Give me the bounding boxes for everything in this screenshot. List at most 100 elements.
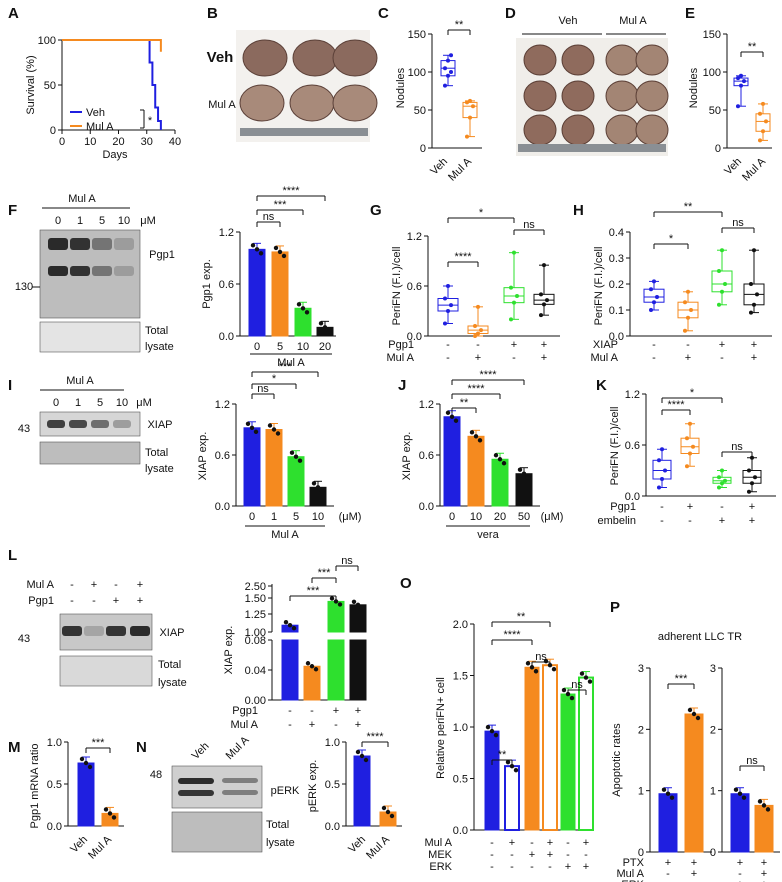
- panel-label-j: J: [398, 377, 406, 394]
- g-y-label: PeriFN (F.I.)/cell: [391, 247, 403, 326]
- o-y-tick-label: 1.5: [453, 671, 468, 683]
- g-point: [446, 309, 450, 313]
- g-point: [476, 331, 480, 336]
- n-col-label: Mul A: [224, 734, 252, 762]
- b-ruler: [240, 128, 368, 136]
- i-band: [47, 420, 65, 428]
- d-tumor-lung: [605, 80, 639, 112]
- g-row-label: Mul A: [386, 352, 414, 364]
- g-row-value: +: [511, 339, 517, 351]
- p-right-y-tick-label: 3: [710, 663, 716, 675]
- n-blot-perk: [171, 765, 263, 809]
- l-xrow-value: +: [355, 705, 361, 717]
- i-point: [245, 421, 251, 426]
- h-point: [655, 295, 659, 299]
- p-row-value: +: [761, 868, 767, 880]
- g-point: [473, 324, 477, 328]
- l-xrow-value: -: [334, 719, 338, 731]
- g-row-label: Pgp1: [388, 339, 414, 351]
- i-x-tick-label: 0: [249, 511, 255, 523]
- p-point: [733, 787, 739, 792]
- i-unit-label: μM: [136, 397, 152, 409]
- h-row-value: +: [685, 352, 691, 364]
- c-y-tick-label: 100: [408, 67, 426, 79]
- k-row-value: +: [719, 515, 725, 527]
- p-left-y-tick-label: 3: [638, 663, 644, 675]
- k-point: [660, 447, 664, 452]
- k-point: [691, 444, 695, 449]
- l-row-value: -: [92, 595, 96, 607]
- a-x-label: Days: [102, 149, 128, 161]
- k-point: [747, 468, 751, 473]
- d-col-label: Veh: [559, 15, 578, 27]
- g-point: [539, 313, 543, 318]
- n-loading-label: lysate: [266, 837, 295, 849]
- g-point: [476, 304, 480, 309]
- n-point: [381, 805, 387, 811]
- p-row-value: -: [692, 879, 696, 882]
- h-y-tick-label: 0.4: [609, 227, 624, 239]
- o-sig: ****: [503, 629, 521, 641]
- l-band: [84, 626, 104, 636]
- m-point: [103, 807, 109, 812]
- e-y-tick-label: 50: [709, 105, 721, 117]
- j-x-tick-label: 0: [449, 511, 455, 523]
- j-sig: ****: [467, 383, 485, 395]
- o-row-label: ERK: [429, 861, 452, 873]
- o-row-value: +: [565, 861, 571, 873]
- j-point: [469, 430, 475, 435]
- f-y-tick-label: 0.6: [219, 279, 234, 291]
- l-bar: [327, 600, 345, 633]
- l-blot-total-membrane: [59, 655, 153, 687]
- l-y-tick-label: 0.04: [245, 665, 266, 677]
- h-y-label: PeriFN (F.I.)/cell: [593, 247, 605, 326]
- g-point: [446, 284, 450, 288]
- f-x-tick-label: 20: [319, 341, 331, 353]
- p-right-y-tick-label: 1: [710, 786, 716, 798]
- k-y-tick-label: 0.6: [625, 440, 640, 452]
- l-point: [333, 599, 339, 604]
- n-point: [359, 753, 365, 759]
- o-point: [561, 687, 567, 693]
- n-blot-perk-membrane: [171, 765, 263, 809]
- o-row-value: -: [566, 849, 570, 861]
- c-point: [446, 58, 450, 63]
- o-row-value: +: [583, 837, 589, 849]
- o-sig: **: [498, 749, 507, 761]
- p-row-value: -: [738, 868, 742, 880]
- p-row-label: ERK: [621, 879, 644, 882]
- k-y-tick-label: 0.0: [625, 491, 640, 503]
- k-y-label: PeriFN (F.I.)/cell: [609, 407, 621, 486]
- panel-label-a: A: [8, 5, 19, 22]
- p-point: [687, 707, 693, 713]
- o-row-value: -: [490, 837, 494, 849]
- p-sig: ns: [746, 755, 758, 767]
- g-point: [509, 317, 513, 322]
- o-row-value: -: [584, 849, 588, 861]
- l-blot-total: [59, 655, 153, 687]
- i-mw-label: 43: [18, 423, 30, 435]
- n-point: [363, 757, 369, 763]
- l-point: [287, 623, 293, 628]
- n-band: [222, 778, 258, 783]
- k-box: [680, 437, 700, 455]
- h-row-value: +: [719, 339, 725, 351]
- l-band: [62, 626, 82, 636]
- o-row-value: -: [490, 849, 494, 861]
- l-y-tick-label: 0.08: [245, 635, 266, 647]
- e-y-tick-label: 0: [715, 143, 721, 155]
- o-row-value: +: [583, 861, 589, 873]
- h-point: [683, 300, 687, 305]
- l-row-value: +: [137, 595, 143, 607]
- o-point: [493, 732, 499, 738]
- f-sig: ****: [282, 185, 300, 197]
- panel-label-c: C: [378, 5, 389, 22]
- h-point: [652, 279, 656, 284]
- c-y-tick-label: 50: [414, 105, 426, 117]
- i-point: [297, 458, 303, 463]
- p-row-value: +: [691, 857, 697, 869]
- a-x-tick-label: 30: [141, 136, 153, 148]
- d-col-label: Mul A: [619, 15, 647, 27]
- j-y-tick-label: 0.6: [419, 450, 434, 462]
